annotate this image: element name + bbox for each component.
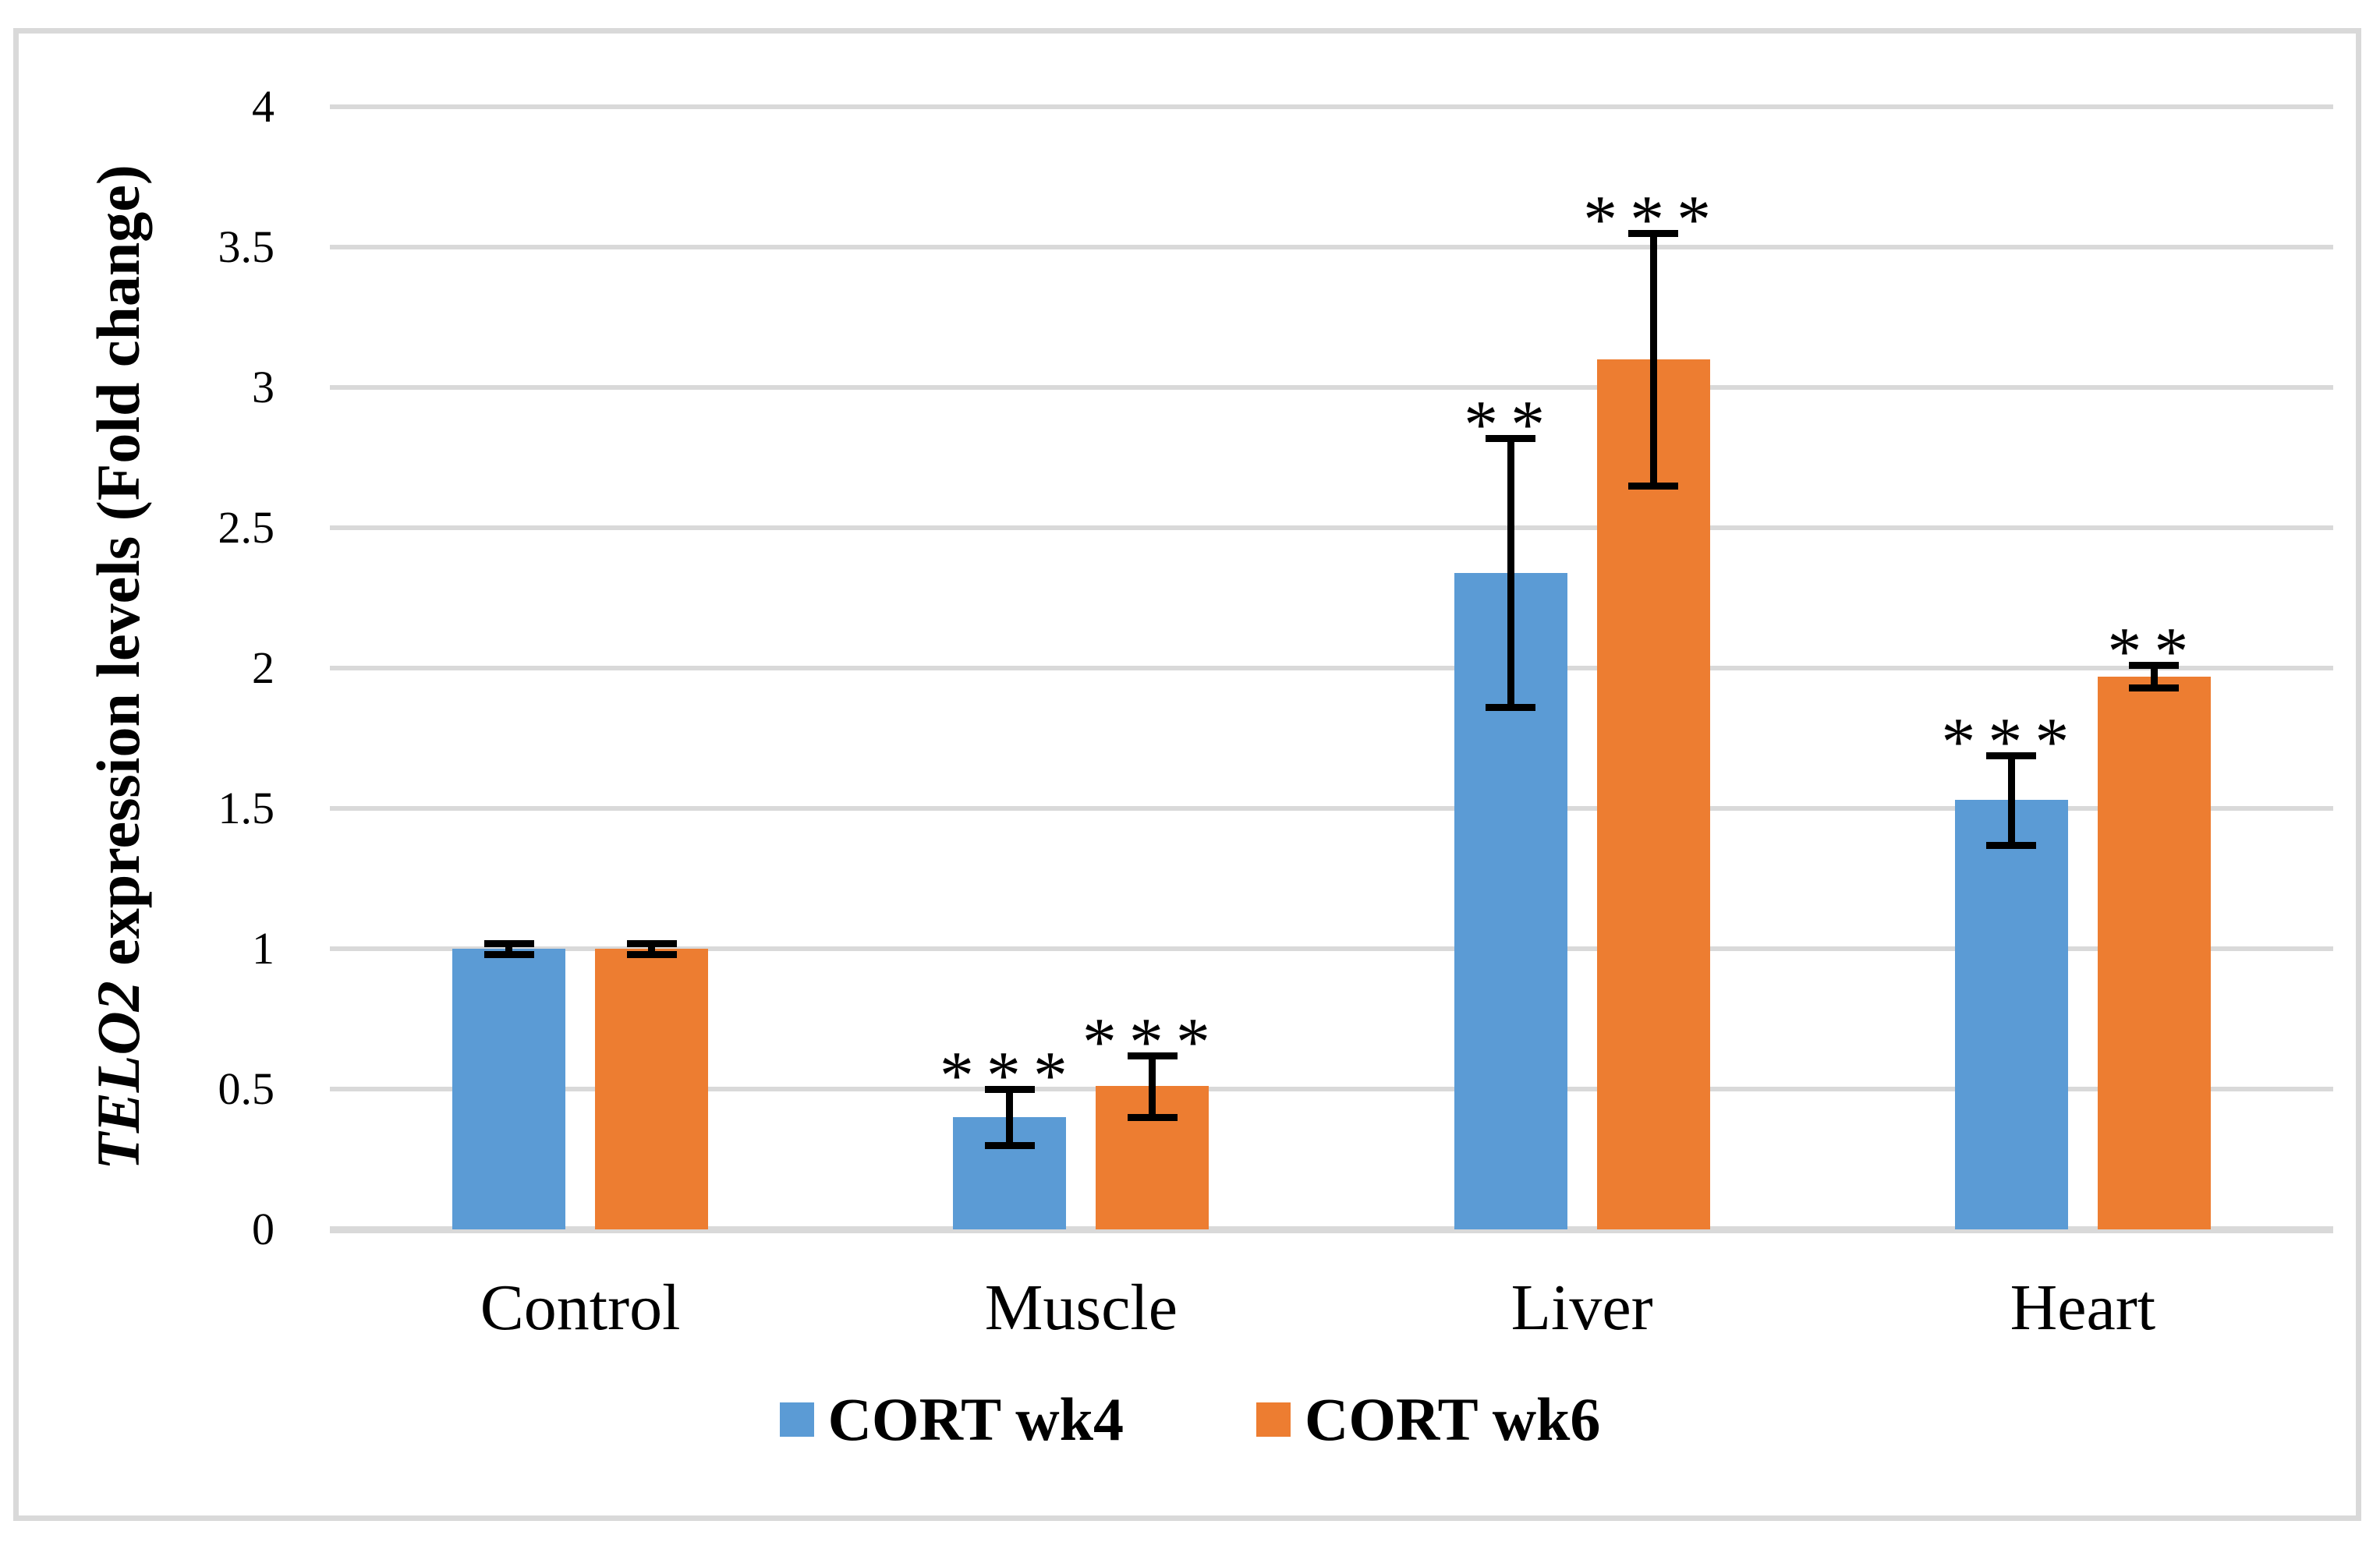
error-bar-line-cort-wk6-control	[648, 942, 656, 955]
error-bar-cap-top-cort-wk6-muscle	[1127, 1052, 1178, 1059]
x-category-label-liver: Liver	[1511, 1271, 1653, 1344]
error-bar-line-cort-wk6-heart	[2150, 665, 2158, 688]
bar-cort-wk4-control	[452, 949, 566, 1229]
error-bar-line-cort-wk6-liver	[1649, 233, 1657, 486]
x-category-label-heart: Heart	[2010, 1271, 2156, 1344]
error-bar-cap-bottom-cort-wk6-control	[626, 951, 677, 959]
y-tick-label-0: 0	[252, 1204, 274, 1254]
error-bar-line-cort-wk4-heart	[2007, 755, 2015, 845]
error-bar-cap-top-cort-wk4-muscle	[984, 1086, 1035, 1093]
y-tick-label-1: 1	[252, 923, 274, 974]
y-axis-title-rest: expression levels (Fold change)	[84, 164, 152, 981]
gridline	[330, 525, 2333, 530]
bar-cort-wk6-heart	[2097, 676, 2211, 1229]
bar-cort-wk4-heart	[1954, 800, 2068, 1229]
error-bar-cap-top-cort-wk6-liver	[1628, 230, 1679, 237]
legend-swatch-cort-wk4	[779, 1402, 814, 1437]
significance-marker-cort-wk4-liver: **	[1464, 387, 1558, 463]
error-bar-cap-top-cort-wk4-liver	[1486, 434, 1536, 442]
error-bar-cap-bottom-cort-wk4-heart	[1986, 841, 2037, 849]
error-bar-cap-top-cort-wk6-control	[626, 939, 677, 947]
gridline	[330, 385, 2333, 390]
gridline	[330, 1087, 2333, 1091]
error-bar-cap-bottom-cort-wk4-muscle	[984, 1142, 1035, 1149]
significance-marker-cort-wk6-liver: ***	[1583, 182, 1724, 258]
y-tick-label-1-5: 1.5	[218, 783, 275, 833]
legend-item-cort-wk6: CORT wk6	[1256, 1386, 1600, 1453]
significance-marker-cort-wk6-muscle: ***	[1082, 1004, 1223, 1080]
error-bar-cap-top-cort-wk4-heart	[1986, 752, 2037, 759]
legend-label-cort-wk6: CORT wk6	[1305, 1385, 1601, 1453]
error-bar-cap-bottom-cort-wk4-liver	[1486, 704, 1536, 712]
x-category-label-control: Control	[480, 1271, 681, 1344]
x-category-label-muscle: Muscle	[984, 1271, 1178, 1344]
error-bar-cap-bottom-cort-wk4-control	[483, 951, 534, 959]
figure-border	[13, 28, 2361, 1521]
y-tick-label-0-5: 0.5	[218, 1063, 275, 1114]
significance-marker-cort-wk4-muscle: ***	[939, 1038, 1080, 1114]
gridline	[330, 104, 2333, 109]
legend-label-cort-wk4: CORT wk4	[827, 1385, 1124, 1453]
significance-marker-cort-wk4-heart: ***	[1941, 704, 2082, 780]
error-bar-line-cort-wk4-muscle	[1006, 1089, 1014, 1145]
legend-item-cort-wk4: CORT wk4	[779, 1385, 1124, 1453]
gridline	[330, 666, 2333, 670]
error-bar-cap-top-cort-wk4-control	[483, 939, 534, 947]
legend-swatch-cort-wk6	[1256, 1402, 1291, 1437]
bar-cort-wk6-control	[595, 949, 709, 1229]
legend: CORT wk4 CORT wk6	[0, 1386, 2380, 1453]
bar-cort-wk6-liver	[1596, 359, 1710, 1229]
x-axis-line	[330, 1226, 2333, 1233]
error-bar-line-cort-wk6-muscle	[1149, 1055, 1156, 1117]
error-bar-cap-bottom-cort-wk6-liver	[1628, 483, 1679, 490]
gridline	[330, 245, 2333, 249]
error-bar-cap-bottom-cort-wk6-muscle	[1127, 1114, 1178, 1121]
y-tick-label-3: 3	[252, 362, 274, 412]
y-tick-label-2-5: 2.5	[218, 502, 275, 553]
error-bar-cap-top-cort-wk6-heart	[2129, 662, 2180, 670]
error-bar-line-cort-wk4-liver	[1507, 437, 1514, 708]
y-tick-label-4: 4	[252, 81, 274, 132]
gridline	[330, 946, 2333, 951]
significance-marker-cort-wk6-heart: **	[2107, 614, 2201, 691]
error-bar-cap-bottom-cort-wk6-heart	[2129, 684, 2180, 692]
y-tick-label-2: 2	[252, 642, 274, 693]
gridline	[330, 806, 2333, 811]
y-tick-label-3-5: 3.5	[218, 221, 275, 272]
error-bar-line-cort-wk4-control	[505, 942, 513, 955]
